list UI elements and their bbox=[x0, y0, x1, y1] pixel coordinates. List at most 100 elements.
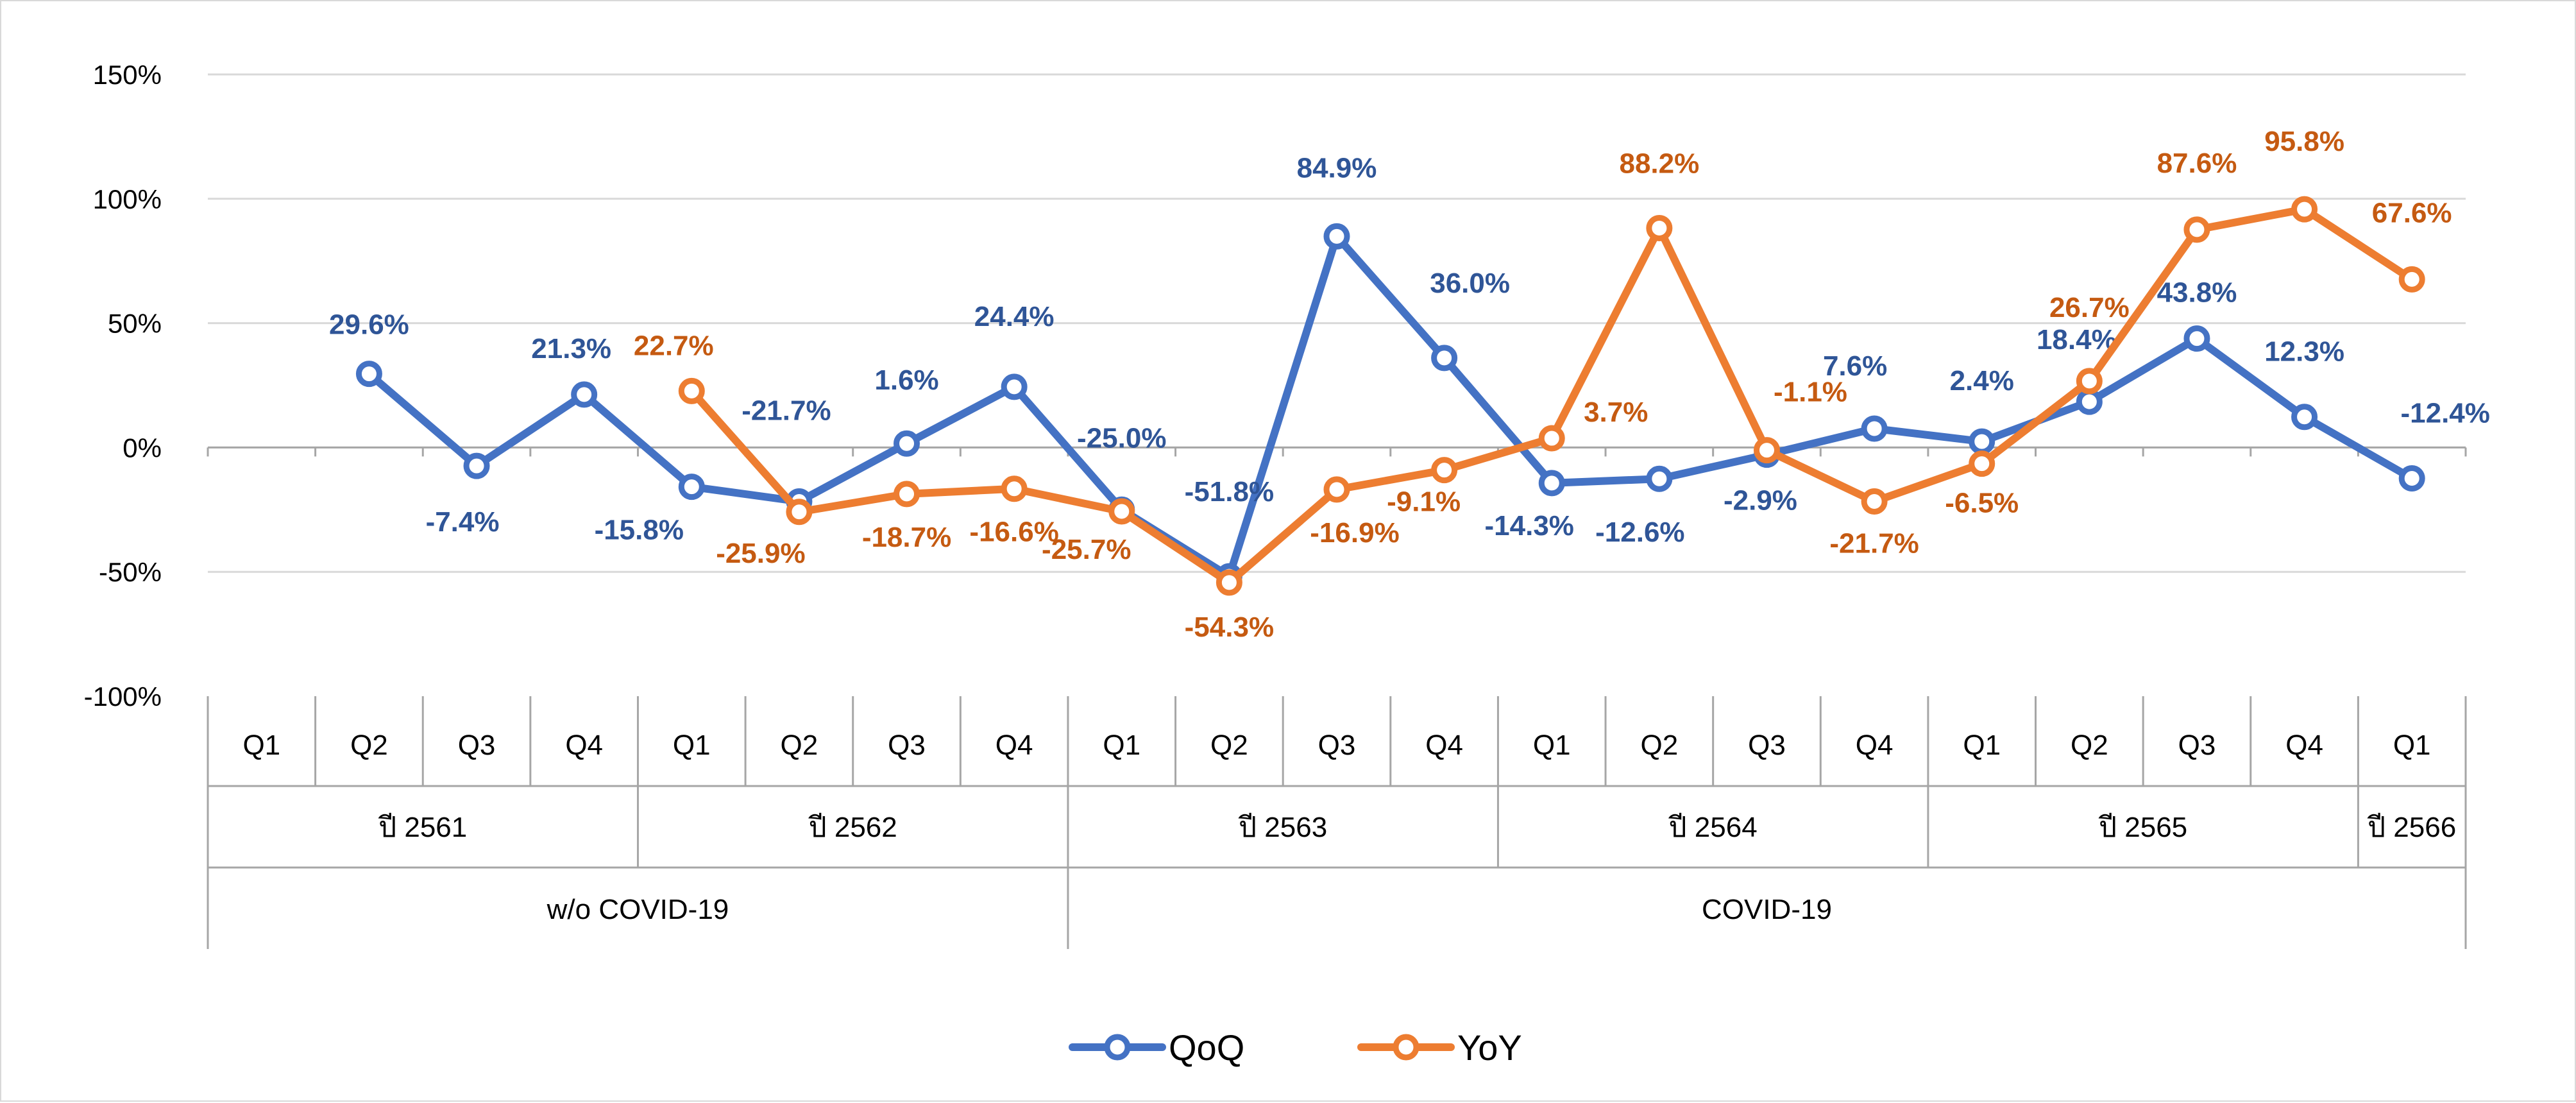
data-point-qoq bbox=[2398, 465, 2425, 492]
data-label-qoq: -2.9% bbox=[1724, 485, 1797, 517]
period-label: COVID-19 bbox=[1702, 894, 1832, 925]
data-label-yoy: 95.8% bbox=[2264, 126, 2344, 157]
data-point-yoy bbox=[1538, 425, 1565, 452]
data-label-qoq: -12.6% bbox=[1595, 517, 1684, 548]
data-label-yoy: -18.7% bbox=[862, 522, 951, 553]
data-label-qoq: 7.6% bbox=[1823, 350, 1887, 382]
quarter-label: Q2 bbox=[350, 730, 388, 761]
data-label-yoy: -6.5% bbox=[1945, 488, 2019, 519]
year-label: ปี 2563 bbox=[1238, 812, 1327, 843]
data-label-qoq: -15.8% bbox=[595, 515, 684, 546]
data-label-yoy: -21.7% bbox=[1829, 528, 1919, 560]
quarter-label: Q1 bbox=[242, 730, 280, 761]
data-label-qoq: -12.4% bbox=[2400, 397, 2489, 429]
y-tick-label: -50% bbox=[99, 557, 162, 587]
quarter-label: Q3 bbox=[2178, 730, 2216, 761]
data-point-yoy bbox=[2076, 368, 2103, 395]
quarter-label: Q1 bbox=[1533, 730, 1571, 761]
data-point-yoy bbox=[678, 377, 705, 404]
quarter-label: Q4 bbox=[565, 730, 603, 761]
data-point-qoq bbox=[1969, 428, 1996, 455]
legend-label: YoY bbox=[1457, 1027, 1522, 1068]
quarter-label: Q2 bbox=[781, 730, 818, 761]
quarter-label: Q4 bbox=[996, 730, 1033, 761]
data-label-qoq: -51.8% bbox=[1185, 476, 1274, 508]
data-label-qoq: -7.4% bbox=[426, 506, 500, 538]
data-point-qoq bbox=[463, 452, 490, 479]
data-point-qoq bbox=[571, 381, 598, 408]
data-label-yoy: -25.7% bbox=[1042, 534, 1131, 565]
quarter-label: Q2 bbox=[1641, 730, 1679, 761]
data-point-yoy bbox=[1969, 450, 1996, 477]
series-line-qoq bbox=[365, 232, 2416, 581]
data-label-qoq: 12.3% bbox=[2264, 336, 2344, 368]
data-label-yoy: 3.7% bbox=[1584, 397, 1648, 428]
data-label-yoy: -54.3% bbox=[1185, 611, 1274, 643]
data-point-yoy bbox=[1216, 569, 1242, 596]
quarter-label: Q1 bbox=[673, 730, 711, 761]
legend-label: QoQ bbox=[1169, 1027, 1244, 1068]
data-point-qoq bbox=[2076, 388, 2103, 415]
data-label-yoy: -16.6% bbox=[969, 517, 1058, 548]
data-point-qoq bbox=[894, 430, 920, 457]
data-label-yoy: -9.1% bbox=[1387, 486, 1461, 518]
data-point-qoq bbox=[2291, 404, 2318, 431]
data-point-yoy bbox=[1323, 476, 1350, 503]
quarter-label: Q2 bbox=[1210, 730, 1248, 761]
data-label-qoq: 2.4% bbox=[1950, 365, 2014, 397]
quarter-label: Q4 bbox=[2285, 730, 2323, 761]
year-label: ปี 2565 bbox=[2098, 812, 2187, 843]
quarter-label: Q1 bbox=[1103, 730, 1140, 761]
data-point-yoy bbox=[786, 499, 813, 526]
quarter-label: Q4 bbox=[1856, 730, 1894, 761]
data-point-yoy bbox=[894, 481, 920, 508]
quarter-label: Q4 bbox=[1425, 730, 1463, 761]
y-tick-label: 50% bbox=[108, 309, 162, 339]
data-point-qoq bbox=[1646, 465, 1673, 492]
quarter-label: Q1 bbox=[2393, 730, 2431, 761]
data-label-yoy: 87.6% bbox=[2157, 148, 2237, 179]
data-label-qoq: 84.9% bbox=[1297, 152, 1377, 184]
y-tick-label: 100% bbox=[93, 184, 162, 214]
quarter-label: Q1 bbox=[1963, 730, 2001, 761]
data-point-yoy bbox=[1108, 498, 1135, 525]
data-point-yoy bbox=[1001, 475, 1028, 502]
data-point-yoy bbox=[1431, 457, 1458, 484]
data-point-qoq bbox=[355, 361, 382, 388]
data-label-qoq: 18.4% bbox=[2037, 324, 2117, 355]
data-label-qoq: -14.3% bbox=[1485, 510, 1574, 542]
data-label-qoq: -25.0% bbox=[1077, 422, 1166, 454]
data-label-qoq: 1.6% bbox=[874, 364, 938, 396]
quarter-label: Q3 bbox=[458, 730, 496, 761]
year-label: ปี 2564 bbox=[1668, 812, 1757, 843]
data-point-yoy bbox=[2183, 216, 2210, 243]
quarter-label: Q2 bbox=[2071, 730, 2108, 761]
data-point-qoq bbox=[1538, 470, 1565, 497]
data-point-qoq bbox=[2183, 325, 2210, 352]
data-label-yoy: -1.1% bbox=[1774, 377, 1847, 408]
year-label: ปี 2566 bbox=[2367, 812, 2456, 843]
data-point-yoy bbox=[1646, 215, 1673, 242]
data-point-qoq bbox=[1001, 373, 1028, 400]
year-label: ปี 2562 bbox=[808, 812, 897, 843]
data-label-qoq: 43.8% bbox=[2157, 277, 2237, 309]
period-label: w/o COVID-19 bbox=[547, 894, 729, 925]
data-point-yoy bbox=[2398, 266, 2425, 293]
data-label-qoq: -21.7% bbox=[741, 395, 831, 427]
legend-swatch-marker bbox=[1104, 1034, 1131, 1061]
data-label-qoq: 29.6% bbox=[329, 309, 409, 341]
data-point-qoq bbox=[1323, 223, 1350, 250]
data-label-qoq: 36.0% bbox=[1430, 268, 1510, 299]
data-label-yoy: -16.9% bbox=[1310, 517, 1399, 549]
data-point-qoq bbox=[1431, 345, 1458, 372]
data-label-yoy: 22.7% bbox=[634, 330, 714, 361]
data-label-qoq: 21.3% bbox=[531, 333, 611, 364]
data-label-qoq: 24.4% bbox=[974, 301, 1055, 332]
data-point-yoy bbox=[2291, 196, 2318, 223]
data-label-yoy: 67.6% bbox=[2372, 197, 2452, 228]
y-tick-label: 0% bbox=[123, 432, 162, 463]
data-label-yoy: -25.9% bbox=[716, 538, 805, 569]
data-point-qoq bbox=[1861, 415, 1888, 442]
data-label-yoy: 26.7% bbox=[2049, 292, 2130, 323]
